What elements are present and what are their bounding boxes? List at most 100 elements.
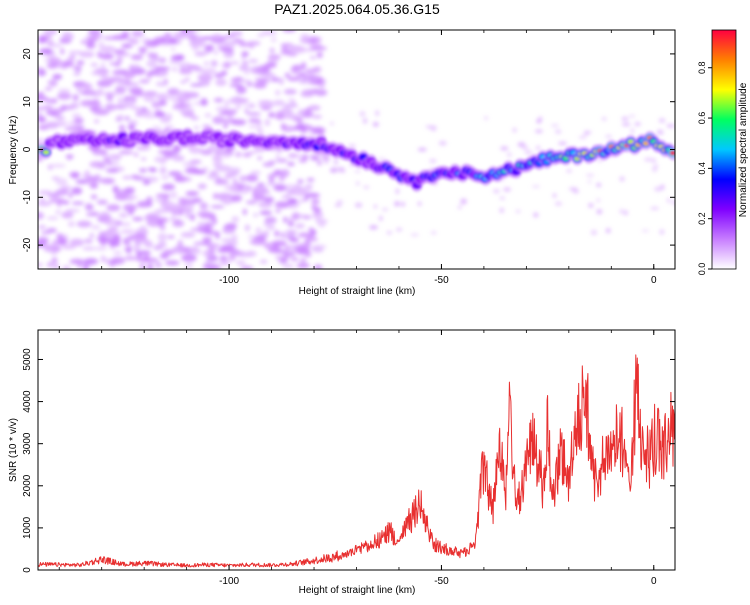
noise-blob xyxy=(157,72,169,76)
noise-blob xyxy=(164,32,172,38)
noise-blob xyxy=(194,51,207,57)
noise-blob xyxy=(278,77,285,86)
noise-blob xyxy=(145,242,154,249)
spectrogram-y-ticks: 20 10 0 -10 -20 xyxy=(22,48,675,252)
noise-blob xyxy=(264,62,277,69)
noise-blob xyxy=(97,88,104,96)
noise-blob xyxy=(276,148,284,152)
noise-blob xyxy=(499,207,504,213)
noise-blob xyxy=(292,46,307,54)
noise-blob xyxy=(57,88,71,93)
noise-blob xyxy=(87,30,102,36)
noise-blob xyxy=(157,149,174,154)
noise-blob xyxy=(83,258,99,265)
noise-blob xyxy=(641,229,650,232)
noise-blob xyxy=(159,166,167,175)
noise-blob xyxy=(308,105,321,111)
noise-blob xyxy=(605,134,613,138)
noise-blob xyxy=(93,246,108,251)
noise-blob xyxy=(173,98,179,106)
noise-blob xyxy=(71,187,83,195)
noise-blob xyxy=(330,122,334,125)
noise-blob xyxy=(318,84,325,89)
noise-blob xyxy=(180,232,196,238)
noise-blob xyxy=(363,117,368,124)
noise-blob xyxy=(256,33,265,38)
noise-blob xyxy=(533,212,539,218)
spectrogram-x-ticks: -100 -50 0 xyxy=(58,30,657,286)
noise-blob xyxy=(334,204,342,207)
noise-blob xyxy=(282,30,297,33)
noise-blob xyxy=(262,230,270,237)
noise-blob xyxy=(55,209,62,215)
noise-blob xyxy=(283,88,297,95)
noise-blob xyxy=(666,124,675,128)
noise-blob xyxy=(257,156,262,161)
noise-blob xyxy=(138,46,148,52)
noise-blob xyxy=(524,151,533,154)
noise-blob xyxy=(156,112,167,117)
noise-blob xyxy=(226,167,242,175)
noise-blob xyxy=(284,72,291,78)
noise-blob xyxy=(294,214,308,218)
colorbar: 0.0 0.2 0.4 0.6 0.8 Normalized spectral ampl… xyxy=(697,29,749,275)
noise-blob xyxy=(143,91,158,96)
noise-blob xyxy=(154,198,169,202)
noise-blob xyxy=(300,257,307,263)
noise-blob xyxy=(270,37,277,43)
noise-blob xyxy=(40,196,45,203)
noise-blob xyxy=(180,80,187,84)
noise-blob xyxy=(396,227,403,232)
noise-blob xyxy=(100,148,108,157)
noise-blob xyxy=(146,263,154,269)
noise-blob xyxy=(289,237,300,243)
noise-blob xyxy=(515,209,521,213)
noise-blob xyxy=(348,144,356,148)
noise-blob xyxy=(394,201,400,207)
noise-blob xyxy=(654,186,662,192)
noise-blob xyxy=(133,152,139,158)
noise-blob xyxy=(172,32,188,37)
noise-blob xyxy=(242,151,252,158)
noise-blob xyxy=(317,221,326,228)
noise-blob xyxy=(159,99,167,106)
noise-blob xyxy=(157,240,167,249)
noise-blob xyxy=(161,202,172,207)
noise-blob xyxy=(310,156,320,161)
noise-blob xyxy=(61,244,76,250)
noise-blob xyxy=(284,245,290,252)
noise-blob xyxy=(153,52,158,60)
noise-blob xyxy=(272,101,286,107)
noise-blob xyxy=(52,108,64,115)
noise-blob xyxy=(311,126,326,134)
noise-blob xyxy=(165,260,180,266)
noise-blob xyxy=(124,116,130,121)
noise-blob xyxy=(142,257,159,263)
noise-blob xyxy=(202,237,212,242)
noise-blob xyxy=(124,255,136,261)
noise-blob xyxy=(126,100,136,107)
noise-blob xyxy=(143,94,156,102)
noise-blob xyxy=(112,185,119,194)
noise-blob xyxy=(38,225,47,229)
noise-blob xyxy=(86,179,96,185)
noise-blob xyxy=(231,250,246,256)
noise-blob xyxy=(247,125,262,129)
y-tick-label: 3000 xyxy=(22,432,33,455)
noise-blob xyxy=(146,196,153,203)
noise-blob xyxy=(76,60,85,66)
noise-blob xyxy=(578,136,587,139)
noise-blob xyxy=(264,72,276,79)
noise-blob xyxy=(202,213,212,219)
noise-blob xyxy=(282,264,295,268)
noise-blob xyxy=(71,201,85,205)
noise-blob xyxy=(155,81,169,87)
noise-blob xyxy=(85,40,94,48)
noise-blob xyxy=(237,79,252,84)
noise-blob xyxy=(652,166,658,172)
noise-blob xyxy=(75,179,90,184)
noise-blob xyxy=(100,255,106,263)
noise-blob xyxy=(189,83,204,87)
noise-blob xyxy=(89,233,95,239)
noise-blob xyxy=(296,262,310,269)
